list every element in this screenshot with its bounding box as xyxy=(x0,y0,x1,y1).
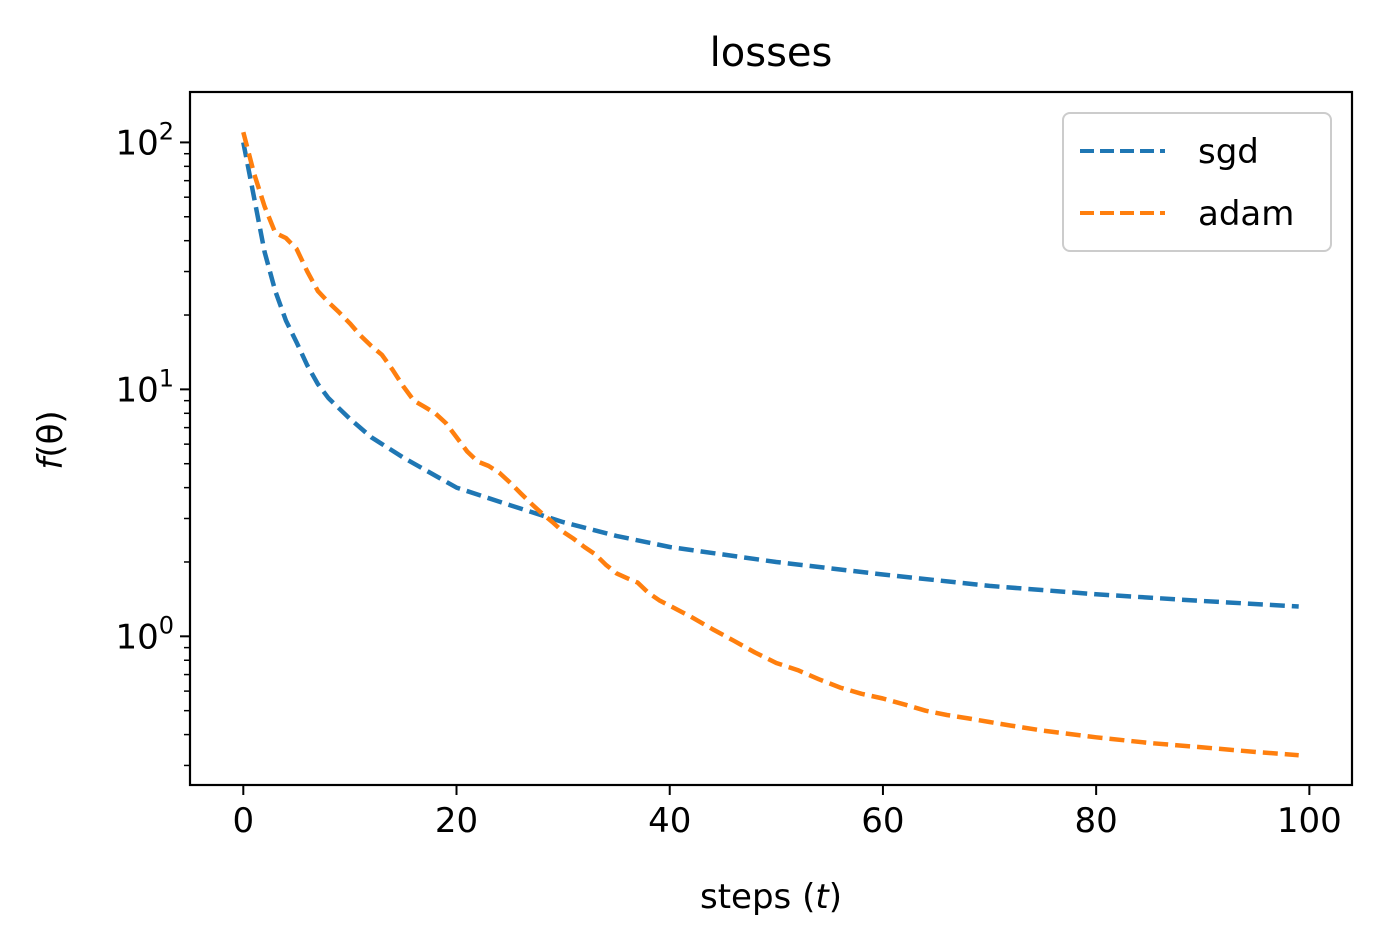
x-axis-ticks: 0 20 40 60 80 100 xyxy=(232,785,1342,841)
legend: sgd adam xyxy=(1062,112,1332,252)
legend-box xyxy=(1062,112,1332,252)
y-tick-label: 102 xyxy=(115,117,174,163)
series-lines xyxy=(241,131,1299,758)
y-tick-label: 100 xyxy=(115,611,174,657)
x-tick-label: 20 xyxy=(435,801,478,841)
series-line-adam xyxy=(241,131,1299,758)
x-tick-label: 0 xyxy=(232,801,254,841)
x-tick-label: 100 xyxy=(1277,801,1342,841)
legend-label-adam: adam xyxy=(1198,194,1294,234)
x-tick-label: 60 xyxy=(861,801,904,841)
chart-title: losses xyxy=(710,30,833,76)
x-tick-label: 80 xyxy=(1075,801,1118,841)
x-tick-label: 40 xyxy=(648,801,691,841)
plot-frame xyxy=(188,90,1354,787)
x-axis-title: steps (t) xyxy=(700,877,842,917)
legend-label-sgd: sgd xyxy=(1198,132,1259,172)
y-axis-ticks: 100 101 102 xyxy=(115,117,190,767)
y-tick-label: 101 xyxy=(115,364,174,410)
y-axis-title: f(θ) xyxy=(31,410,71,469)
